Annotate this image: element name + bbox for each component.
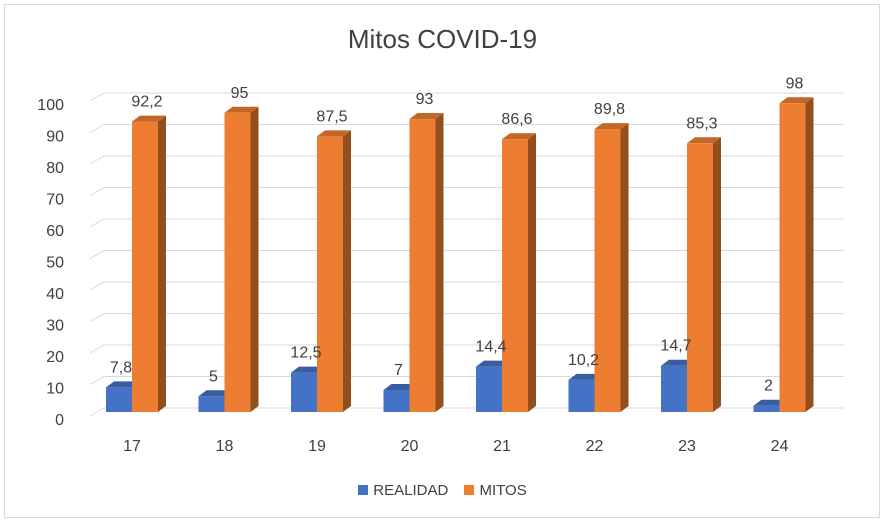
bar-top xyxy=(291,366,325,373)
gridline xyxy=(89,344,844,354)
data-label: 7,8 xyxy=(110,359,132,376)
gridline xyxy=(89,124,844,133)
y-tick-label: 20 xyxy=(46,349,64,366)
bar-mitos xyxy=(594,129,621,412)
x-tick-label: 21 xyxy=(493,438,511,455)
bar-realidad xyxy=(661,365,687,412)
gridline xyxy=(89,187,844,196)
bar-mitos xyxy=(409,119,436,413)
bar-top xyxy=(409,113,444,120)
y-tick-label: 80 xyxy=(46,160,64,177)
data-label: 98 xyxy=(786,75,804,92)
y-tick-label: 0 xyxy=(55,412,64,429)
bar-top xyxy=(132,115,166,122)
bar-mitos xyxy=(224,112,251,412)
y-tick-label: 30 xyxy=(46,318,64,335)
bar-side xyxy=(713,137,721,412)
bar-realidad xyxy=(753,405,780,412)
bar-top xyxy=(317,130,351,137)
bar-realidad xyxy=(476,366,502,412)
legend-label-realidad: REALIDAD xyxy=(373,482,449,499)
bar-top xyxy=(106,381,140,388)
bar-top xyxy=(568,373,603,380)
bar-side xyxy=(528,133,536,412)
bar-mitos xyxy=(779,103,806,413)
bar-top xyxy=(779,97,814,104)
bar-side xyxy=(250,106,259,412)
y-tick-label: 90 xyxy=(46,129,64,146)
x-tick-label: 22 xyxy=(586,438,604,455)
bar-mitos xyxy=(132,121,158,412)
bar-realidad xyxy=(568,379,595,412)
data-label: 10,2 xyxy=(568,352,599,369)
legend-item-mitos: MITOS xyxy=(464,482,527,499)
x-tick-label: 24 xyxy=(771,438,789,455)
bar-mitos xyxy=(317,136,343,412)
x-tick-label: 19 xyxy=(308,438,326,455)
y-tick-label: 10 xyxy=(46,381,64,398)
chart-title: Mitos COVID-19 xyxy=(347,24,538,54)
data-label: 5 xyxy=(209,368,218,385)
bar-side xyxy=(343,130,351,412)
bar-top xyxy=(198,390,233,397)
gridline xyxy=(89,281,844,291)
data-label: 95 xyxy=(231,85,249,102)
bar-top xyxy=(753,399,788,406)
x-tick-label: 20 xyxy=(401,438,419,455)
bar-realidad xyxy=(106,387,132,412)
x-tick-label: 17 xyxy=(123,438,141,455)
bar-realidad xyxy=(291,372,317,412)
bar-realidad xyxy=(198,396,225,412)
gridline xyxy=(89,155,844,165)
bar-realidad xyxy=(383,389,410,412)
gridline xyxy=(89,92,844,102)
bar-top xyxy=(661,359,695,366)
data-label: 14,7 xyxy=(660,338,691,355)
y-tick-label: 100 xyxy=(37,97,64,114)
gridline xyxy=(89,218,844,228)
legend-item-realidad: REALIDAD xyxy=(358,482,448,499)
bar-side xyxy=(158,115,166,412)
bar-top xyxy=(224,106,259,113)
data-label: 2 xyxy=(764,378,773,395)
legend-label-mitos: MITOS xyxy=(479,482,527,499)
y-tick-label: 70 xyxy=(46,192,64,209)
legend-swatch-realidad xyxy=(358,485,369,495)
x-tick-label: 23 xyxy=(678,438,696,455)
bar-side xyxy=(435,113,444,413)
data-label: 85,3 xyxy=(686,115,717,132)
bar-top xyxy=(476,360,510,367)
bar-mitos xyxy=(502,139,528,412)
data-label: 93 xyxy=(416,91,434,108)
bar-top xyxy=(502,133,536,140)
data-label: 12,5 xyxy=(290,345,321,362)
bar-mitos xyxy=(687,143,713,412)
bar-top xyxy=(687,137,721,144)
legend-swatch-mitos xyxy=(464,485,475,495)
y-tick-label: 50 xyxy=(46,255,64,272)
bar-side xyxy=(620,123,629,412)
data-label: 89,8 xyxy=(594,101,625,118)
y-tick-label: 60 xyxy=(46,223,64,240)
bar-top xyxy=(594,123,629,130)
data-label: 14,4 xyxy=(475,339,506,356)
gridline xyxy=(89,376,844,385)
y-tick-label: 40 xyxy=(46,286,64,303)
data-label: 86,6 xyxy=(501,111,532,128)
data-label: 92,2 xyxy=(131,94,162,111)
bar-side xyxy=(805,97,814,413)
legend: REALIDAD MITOS xyxy=(0,482,885,499)
x-tick-label: 18 xyxy=(216,438,234,455)
data-label: 7 xyxy=(394,362,403,379)
gridline xyxy=(89,250,844,259)
gridline xyxy=(89,313,844,322)
data-label: 87,5 xyxy=(316,108,347,125)
bar-top xyxy=(383,383,418,390)
